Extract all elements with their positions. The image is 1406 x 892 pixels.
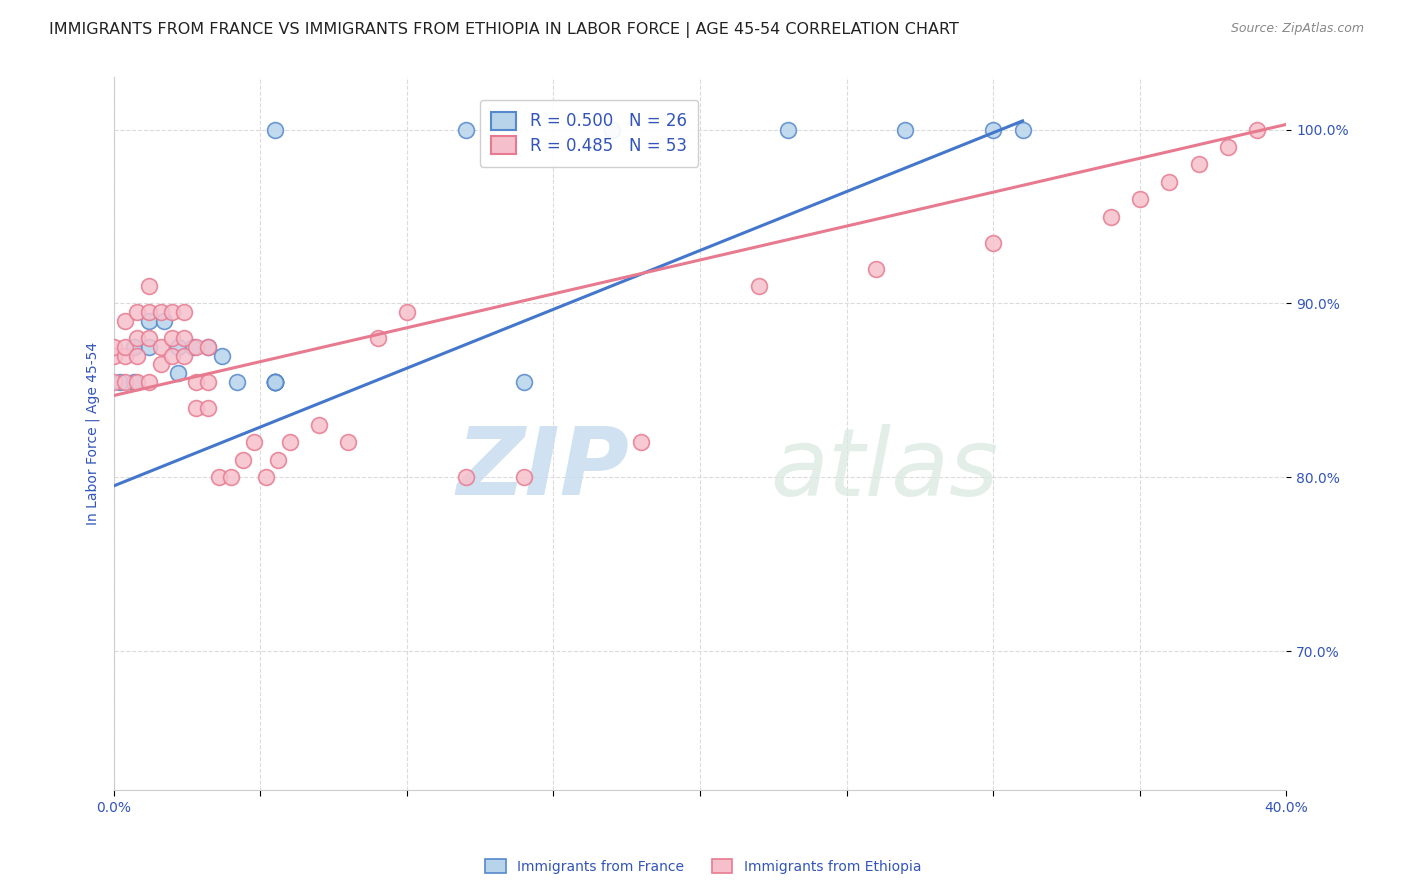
Point [162, 331, 184, 345]
Point [367, 331, 389, 345]
Point [114, 349, 136, 363]
Point [127, 349, 149, 363]
Point [865, 261, 887, 276]
Point [173, 331, 195, 345]
Point [114, 314, 136, 328]
Point [197, 340, 219, 354]
Point [167, 366, 190, 380]
Point [454, 122, 477, 136]
Legend: R = 0.500   N = 26, R = 0.485   N = 53: R = 0.500 N = 26, R = 0.485 N = 53 [479, 100, 699, 167]
Point [1246, 122, 1268, 136]
Point [1216, 140, 1239, 154]
Point [138, 314, 160, 328]
Point [184, 401, 207, 415]
Point [264, 375, 287, 389]
Point [197, 401, 219, 415]
Point [513, 470, 536, 484]
Point [1011, 122, 1033, 136]
Point [748, 279, 770, 293]
Point [264, 375, 287, 389]
Text: ZIP: ZIP [457, 424, 630, 516]
Point [264, 375, 287, 389]
Y-axis label: In Labor Force | Age 45-54: In Labor Force | Age 45-54 [86, 343, 100, 525]
Point [108, 375, 131, 389]
Point [127, 305, 149, 319]
Point [152, 314, 174, 328]
Point [395, 305, 418, 319]
Text: IMMIGRANTS FROM FRANCE VS IMMIGRANTS FROM ETHIOPIA IN LABOR FORCE | AGE 45-54 CO: IMMIGRANTS FROM FRANCE VS IMMIGRANTS FRO… [49, 22, 959, 38]
Point [264, 375, 287, 389]
Point [103, 340, 125, 354]
Point [149, 357, 172, 371]
Point [600, 122, 623, 136]
Point [149, 305, 172, 319]
Point [138, 340, 160, 354]
Point [149, 340, 172, 354]
Point [211, 349, 233, 363]
Point [278, 435, 301, 450]
Point [225, 375, 247, 389]
Point [127, 375, 149, 389]
Point [184, 375, 207, 389]
Point [173, 305, 195, 319]
Point [184, 340, 207, 354]
Point [1187, 157, 1209, 171]
Point [122, 375, 145, 389]
Point [264, 375, 287, 389]
Point [114, 340, 136, 354]
Text: Source: ZipAtlas.com: Source: ZipAtlas.com [1230, 22, 1364, 36]
Point [981, 235, 1004, 250]
Point [264, 122, 287, 136]
Point [1159, 175, 1181, 189]
Point [167, 340, 190, 354]
Point [162, 305, 184, 319]
Point [243, 435, 266, 450]
Point [267, 453, 290, 467]
Point [197, 375, 219, 389]
Point [1099, 210, 1122, 224]
Point [776, 122, 799, 136]
Point [630, 435, 652, 450]
Point [1129, 192, 1152, 206]
Point [208, 470, 231, 484]
Point [138, 279, 160, 293]
Point [114, 375, 136, 389]
Point [138, 331, 160, 345]
Point [162, 349, 184, 363]
Point [197, 340, 219, 354]
Point [232, 453, 254, 467]
Point [103, 375, 125, 389]
Point [254, 470, 277, 484]
Point [173, 349, 195, 363]
Point [122, 340, 145, 354]
Point [894, 122, 917, 136]
Point [264, 375, 287, 389]
Point [138, 305, 160, 319]
Point [181, 340, 204, 354]
Text: atlas: atlas [770, 424, 998, 515]
Legend: Immigrants from France, Immigrants from Ethiopia: Immigrants from France, Immigrants from … [478, 852, 928, 880]
Point [219, 470, 242, 484]
Point [103, 349, 125, 363]
Point [308, 418, 330, 433]
Point [513, 375, 536, 389]
Point [337, 435, 360, 450]
Point [454, 470, 477, 484]
Point [981, 122, 1004, 136]
Point [138, 375, 160, 389]
Point [127, 331, 149, 345]
